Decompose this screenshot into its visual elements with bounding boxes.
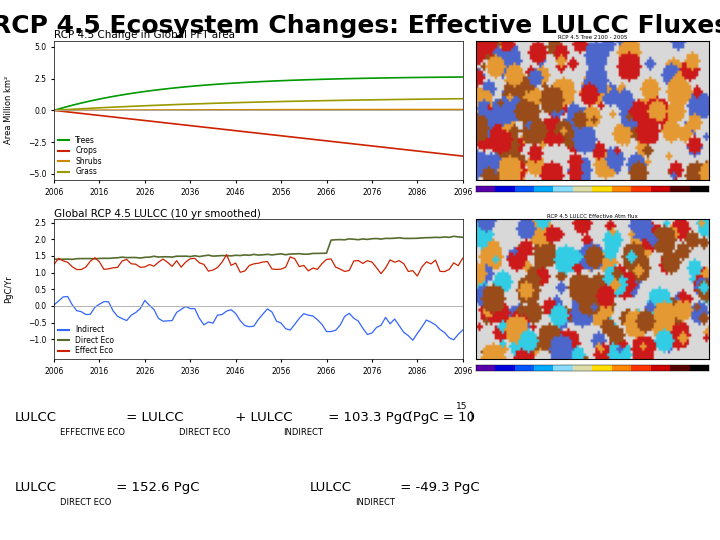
Text: RCP 4.5 Ecosystem Changes: Effective LULCC Fluxes: RCP 4.5 Ecosystem Changes: Effective LUL…	[0, 14, 720, 37]
Bar	[631, 364, 651, 371]
Bar	[593, 364, 612, 371]
Text: LULCC: LULCC	[310, 481, 351, 495]
Text: DIRECT ECO: DIRECT ECO	[60, 498, 111, 507]
Bar	[670, 364, 690, 371]
Text: (PgC = 10: (PgC = 10	[395, 411, 474, 424]
Text: 15: 15	[456, 402, 467, 411]
Title: RCP 4.5 LULCC Effective Atm flux: RCP 4.5 LULCC Effective Atm flux	[547, 214, 638, 219]
Text: + LULCC: + LULCC	[231, 411, 292, 424]
Bar	[573, 186, 593, 192]
Bar	[612, 364, 631, 371]
Legend: Indirect, Direct Eco, Effect Eco: Indirect, Direct Eco, Effect Eco	[58, 325, 114, 355]
Text: Global RCP 4.5 LULCC (10 yr smoothed): Global RCP 4.5 LULCC (10 yr smoothed)	[54, 208, 261, 219]
Bar	[554, 186, 573, 192]
Bar	[476, 186, 495, 192]
Text: = 152.6 PgC: = 152.6 PgC	[112, 481, 200, 495]
Text: = -49.3 PgC: = -49.3 PgC	[396, 481, 480, 495]
Bar	[573, 364, 593, 371]
Text: EFFECTIVE ECO: EFFECTIVE ECO	[60, 428, 125, 437]
Text: LULCC: LULCC	[14, 411, 56, 424]
Bar	[495, 186, 515, 192]
Text: = 103.3 PgC: = 103.3 PgC	[324, 411, 412, 424]
Bar	[651, 186, 670, 192]
Bar	[515, 364, 534, 371]
Bar	[593, 186, 612, 192]
Title: RCP 4.5 Tree 2100 - 2005: RCP 4.5 Tree 2100 - 2005	[558, 35, 627, 40]
Text: RCP 4.5 Change in Global PFT area: RCP 4.5 Change in Global PFT area	[54, 30, 235, 40]
Legend: Trees, Crops, Shrubs, Grass: Trees, Crops, Shrubs, Grass	[58, 136, 102, 177]
Y-axis label: PgC/Yr: PgC/Yr	[4, 275, 13, 303]
Bar	[534, 364, 554, 371]
Text: DIRECT ECO: DIRECT ECO	[179, 428, 230, 437]
Bar	[631, 186, 651, 192]
Bar	[690, 364, 709, 371]
Bar	[690, 186, 709, 192]
Text: = LULCC: = LULCC	[122, 411, 184, 424]
Y-axis label: Area Million km²: Area Million km²	[4, 76, 13, 145]
Bar	[476, 364, 495, 371]
Bar	[554, 364, 573, 371]
Text: ): )	[469, 411, 474, 424]
Text: INDIRECT: INDIRECT	[283, 428, 323, 437]
Bar	[495, 364, 515, 371]
Text: INDIRECT: INDIRECT	[355, 498, 395, 507]
Bar	[670, 186, 690, 192]
Text: LULCC: LULCC	[14, 481, 56, 495]
Bar	[651, 364, 670, 371]
Bar	[534, 186, 554, 192]
Bar	[612, 186, 631, 192]
Bar	[515, 186, 534, 192]
